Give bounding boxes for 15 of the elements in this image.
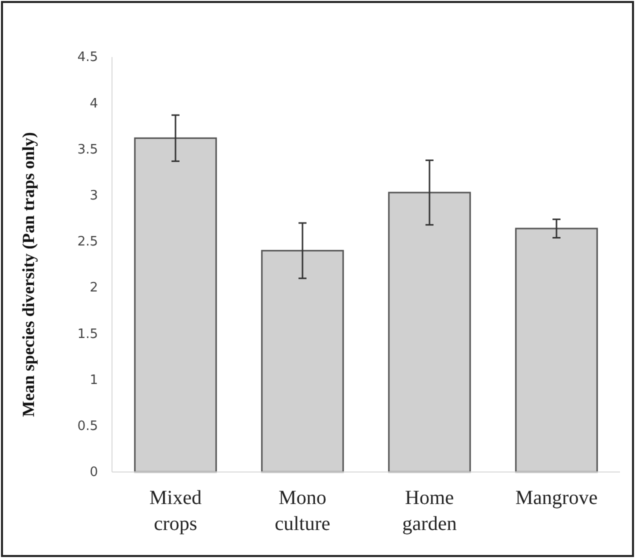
x-tick-label: Mixed crops (149, 487, 202, 535)
y-tick-label: 2.5 (77, 234, 98, 250)
y-tick-label: 0.5 (77, 419, 98, 434)
y-tick-label: 3.5 (77, 142, 98, 158)
y-tick-label: 4.5 (77, 50, 98, 66)
y-tick-label: 0 (90, 465, 98, 480)
y-tick-label: 1.5 (77, 326, 98, 342)
x-tick-label: Home garden (402, 487, 457, 535)
y-tick-label: 3 (90, 188, 98, 204)
x-tick-label: Mangrove (515, 487, 598, 509)
x-tick-label: Mono culture (274, 487, 330, 535)
y-tick-label: 1 (90, 372, 98, 388)
y-tick-label: 2 (90, 280, 98, 296)
y-tick-label: 4 (90, 96, 98, 112)
y-axis-title: Mean species diversity (Pan traps only) (19, 132, 38, 417)
